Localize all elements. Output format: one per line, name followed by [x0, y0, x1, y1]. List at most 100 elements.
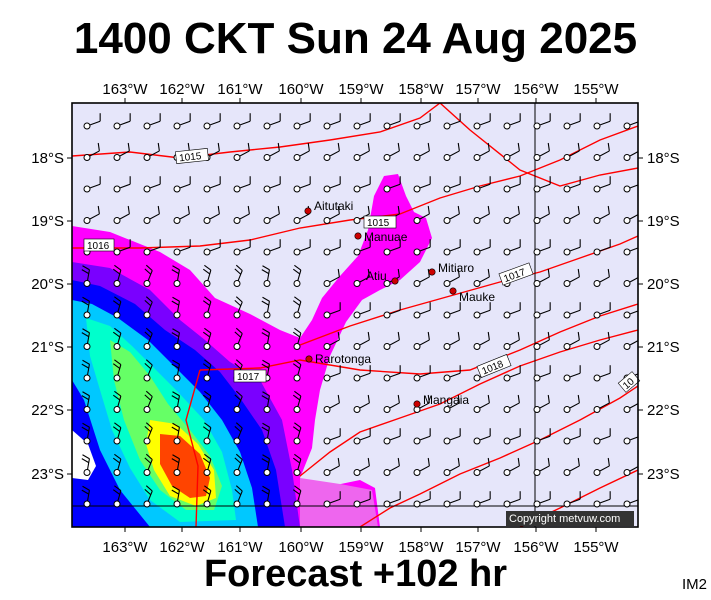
- wind-barb-icon: [323, 268, 340, 287]
- wind-barb-icon: [503, 491, 521, 508]
- wind-barb-icon: [143, 113, 161, 130]
- wind-barb-icon: [143, 485, 153, 508]
- wind-barb-icon: [623, 458, 638, 476]
- wind-barb-icon: [233, 239, 251, 256]
- wind-barb-icon: [171, 422, 181, 445]
- wind-barb-icon: [443, 268, 460, 287]
- wind-barb-icon: [533, 302, 551, 319]
- wind-barb-icon: [261, 328, 271, 350]
- wind-barb-icon: [143, 142, 160, 161]
- svg-text:Mangaia: Mangaia: [423, 393, 469, 407]
- wind-barb-icon: [323, 113, 341, 130]
- map-axes: 163°W 163°W 162°W 162°W 161°W 161°W 160°W 160°W…: [31, 81, 679, 556]
- wind-barb-icon: [593, 331, 610, 350]
- lon-tick-label: 158°W: [398, 539, 444, 556]
- wind-barb-icon: [503, 331, 520, 350]
- wind-barb-icon: [443, 331, 460, 350]
- wind-barb-icon: [171, 359, 181, 382]
- wind-barb-icon: [593, 302, 611, 319]
- wind-barb-icon: [173, 113, 191, 130]
- wind-barb-icon: [473, 176, 491, 193]
- wind-barb-icon: [593, 205, 610, 224]
- places: Aitutaki Manuae Atiu Mitiaro Mauke Rarot…: [304, 199, 495, 408]
- lon-tick-label: 160°W: [278, 81, 324, 98]
- place-mitiaro: Mitiaro: [428, 261, 474, 276]
- wind-barb-icon: [383, 142, 400, 161]
- wind-barb-icon: [81, 265, 91, 287]
- wind-barb-icon: [623, 499, 638, 508]
- wind-barb-icon: [383, 491, 401, 508]
- svg-text:1017: 1017: [237, 372, 260, 383]
- wind-barb-icon: [443, 239, 461, 256]
- wind-barb-icon: [143, 176, 161, 193]
- wind-barb-icon: [143, 453, 153, 476]
- wind-barb-icon: [503, 205, 520, 224]
- wind-barb-icon: [443, 365, 461, 382]
- lat-tick-label: 21°S: [31, 339, 64, 356]
- wind-barb-icon: [143, 264, 153, 287]
- wind-barb-icon: [113, 142, 130, 161]
- svg-text:1015: 1015: [367, 218, 390, 229]
- wind-barb-icon: [323, 428, 341, 445]
- wind-barb-icon: [353, 428, 371, 445]
- wind-barb-icon: [202, 422, 212, 445]
- wind-barb-icon: [443, 302, 461, 319]
- wind-barb-icon: [593, 176, 611, 193]
- lon-tick-label: 163°W: [102, 539, 148, 556]
- page-title: 1400 CKT Sun 24 Aug 2025: [73, 14, 638, 63]
- wind-barb-icon: [563, 239, 581, 256]
- wind-barb-icon: [263, 239, 281, 256]
- lat-tick-label: 18°S: [647, 150, 680, 167]
- wind-barb-icon: [143, 359, 153, 382]
- wind-barb-icon: [443, 142, 460, 161]
- wind-barb-icon: [563, 491, 581, 508]
- wind-barb-icon: [413, 365, 431, 382]
- wind-barb-icon: [261, 265, 271, 287]
- wind-barb-icon: [473, 239, 491, 256]
- wind-barb-icon: [473, 268, 490, 287]
- wind-barb-icon: [292, 296, 302, 319]
- wind-barb-icon: [563, 176, 581, 193]
- wind-barb-icon: [261, 391, 271, 413]
- wind-barb-icon: [353, 113, 371, 130]
- wind-barb-icon: [593, 491, 611, 508]
- lat-tick-label: 18°S: [31, 150, 64, 167]
- lat-tick-label: 23°S: [647, 466, 680, 483]
- wind-barb-icon: [233, 113, 251, 130]
- wind-barb-icon: [112, 359, 122, 382]
- wind-barb-icon: [323, 457, 340, 476]
- svg-text:Copyright metvuw.com: Copyright metvuw.com: [509, 513, 620, 525]
- isobar-label: 1017: [233, 369, 267, 383]
- wind-barb-icon: [473, 142, 490, 161]
- lat-tick-label: 21°S: [647, 339, 680, 356]
- wind-barb-icon: [623, 247, 638, 256]
- wind-barb-icon: [323, 331, 340, 350]
- wind-barb-icon: [323, 302, 341, 319]
- wind-barb-icon: [203, 113, 221, 130]
- wind-barb-icon: [323, 491, 341, 508]
- wind-barb-icon: [563, 205, 580, 224]
- wind-barb-icon: [203, 239, 221, 256]
- wind-barb-icon: [353, 491, 371, 508]
- lon-tick-label: 162°W: [159, 81, 205, 98]
- wind-barb-icon: [202, 264, 212, 287]
- wind-barb-icon: [113, 113, 131, 130]
- wind-barb-icon: [292, 359, 302, 382]
- wind-barb-icon: [293, 239, 311, 256]
- wind-barb-icon: [533, 239, 551, 256]
- wind-barb-icon: [413, 205, 430, 224]
- wind-barb-icon: [383, 457, 400, 476]
- lat-tick-label: 22°S: [647, 402, 680, 419]
- wind-barb-icon: [593, 457, 610, 476]
- wind-barb-icon: [202, 327, 212, 350]
- lon-tick-label: 157°W: [455, 81, 501, 98]
- wind-barb-icon: [503, 428, 521, 445]
- wind-barb-icon: [143, 422, 153, 445]
- wind-barb-icon: [533, 365, 551, 382]
- wind-barb-icon: [261, 296, 271, 319]
- wind-barb-icon: [292, 453, 302, 476]
- lon-tick-label: 161°W: [217, 539, 263, 556]
- wind-barbs: [81, 113, 638, 508]
- wind-barb-icon: [292, 264, 302, 287]
- wind-barb-icon: [202, 359, 212, 382]
